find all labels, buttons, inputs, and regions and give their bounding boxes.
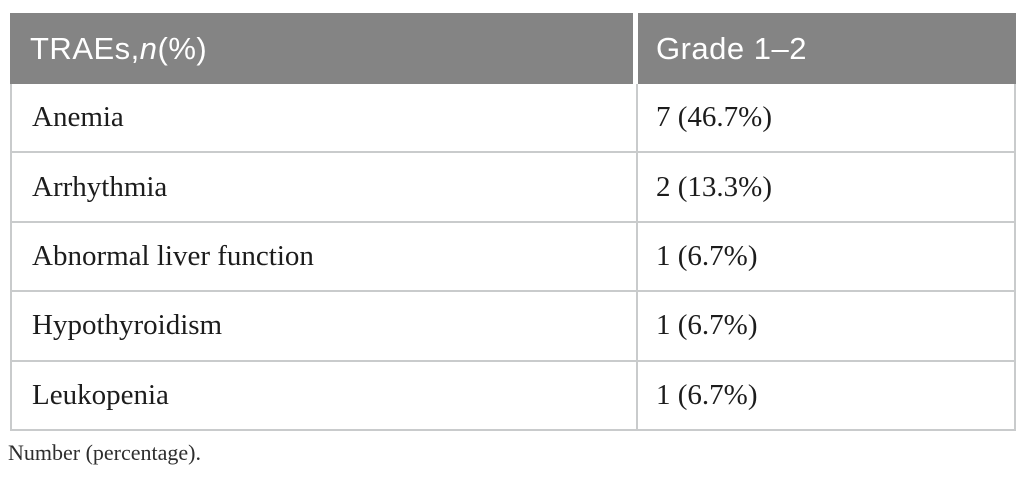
row-value-cell: 7 (46.7%): [638, 84, 1014, 151]
row-value-cell: 1 (6.7%): [638, 223, 1014, 290]
table-header-row: TRAEs, n (%) Grade 1–2: [10, 13, 1016, 84]
row-label-cell: Abnormal liver function: [12, 222, 638, 291]
row-label-cell: Leukopenia: [12, 361, 638, 429]
table-row: Arrhythmia 2 (13.3%): [12, 153, 1014, 223]
row-value-cell: 2 (13.3%): [638, 153, 1014, 220]
adverse-event-name: Anemia: [32, 101, 124, 134]
header-cell-grade-1-2: Grade 1–2: [638, 13, 1016, 84]
row-value-cell: 1 (6.7%): [638, 362, 1014, 429]
adverse-event-name: Hypothyroidism: [32, 309, 223, 342]
table-body: Anemia 7 (46.7%) Arrhythmia 2 (13.3%) Ab…: [10, 84, 1016, 431]
adverse-event-count: 1 (6.7%): [656, 378, 758, 411]
table-row: Leukopenia 1 (6.7%): [12, 361, 1014, 431]
adverse-event-count: 2 (13.3%): [656, 170, 772, 203]
header-traes-n-italic: n: [139, 30, 158, 66]
header-cell-traes: TRAEs, n (%): [10, 13, 633, 84]
adverse-event-count: 1 (6.7%): [656, 309, 758, 342]
table-footnote: Number (percentage).: [8, 440, 202, 465]
row-label-cell: Hypothyroidism: [12, 292, 638, 360]
adverse-event-name: Leukopenia: [32, 378, 169, 411]
header-traes-suffix: (%): [157, 30, 208, 66]
adverse-event-name: Abnormal liver function: [32, 239, 314, 272]
header-traes-prefix: TRAEs,: [30, 30, 140, 66]
traes-table: TRAEs, n (%) Grade 1–2 Anemia 7 (46.7%) …: [10, 13, 1016, 431]
table-row: Abnormal liver function 1 (6.7%): [12, 222, 1014, 293]
table-row: Anemia 7 (46.7%): [12, 84, 1014, 154]
adverse-event-name: Arrhythmia: [32, 170, 168, 203]
header-grade-label: Grade 1–2: [656, 30, 807, 66]
adverse-event-count: 1 (6.7%): [656, 239, 758, 272]
adverse-event-count: 7 (46.7%): [656, 101, 772, 134]
table-row: Hypothyroidism 1 (6.7%): [12, 292, 1014, 362]
row-label-cell: Anemia: [12, 84, 638, 152]
row-value-cell: 1 (6.7%): [638, 292, 1014, 359]
row-label-cell: Arrhythmia: [12, 153, 638, 221]
